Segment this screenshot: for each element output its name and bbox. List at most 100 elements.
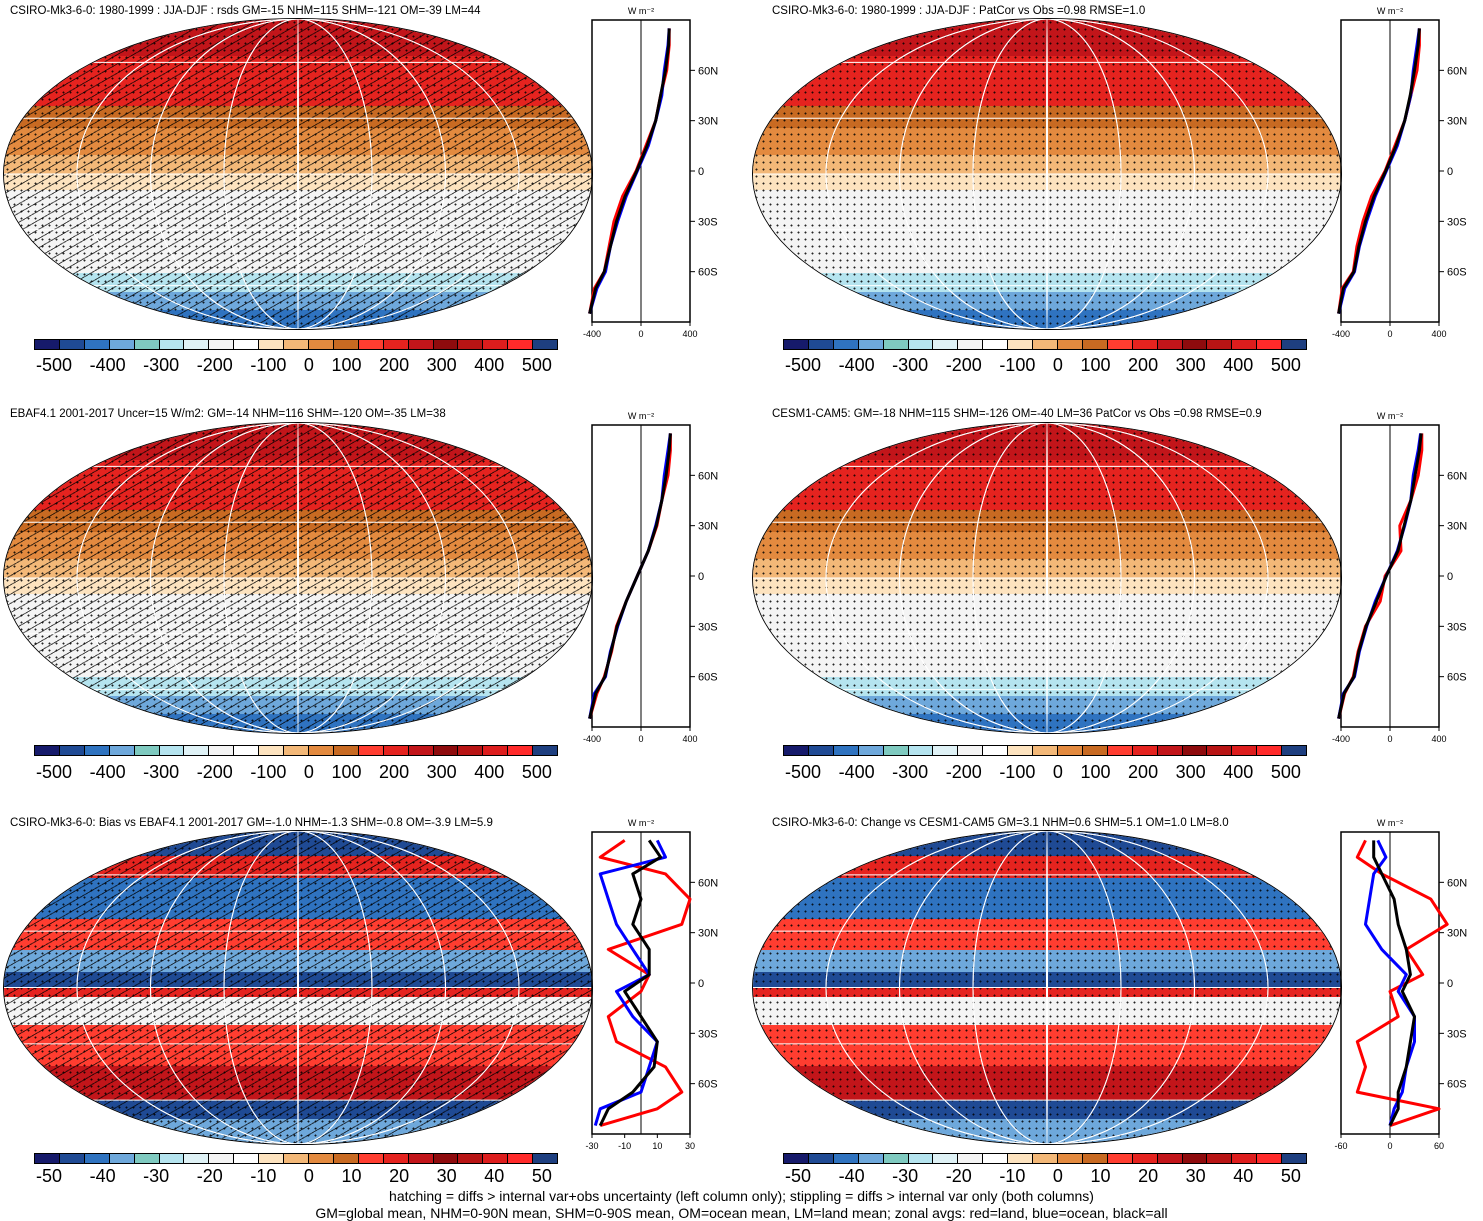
colorbar-tick-label: 300 (1175, 355, 1206, 375)
zonal-series-land (598, 839, 692, 1128)
lat-tick-label: 30S (698, 621, 718, 633)
longitude-gridline (76, 19, 520, 329)
colorbar-swatch (933, 340, 959, 349)
zonal-plot-panel-4: W m⁻² 60N 30N 0 30S 60S -400 0 400 (1327, 405, 1483, 757)
colorbar-tick-label: 10 (1090, 1166, 1111, 1186)
colorbar-swatch (784, 746, 809, 755)
colorbar-tick-label: 20 (1138, 1166, 1159, 1186)
lat-tick-label: 0 (1447, 166, 1453, 178)
lat-tick-label: 0 (698, 166, 704, 178)
zonal-series-all (1337, 28, 1421, 314)
longitude-gridline (223, 831, 373, 1144)
colorbar-swatch (508, 746, 534, 755)
colorbar-swatch (784, 340, 809, 349)
colorbar-swatch (84, 1154, 110, 1163)
colorbar-tick-label: 300 (426, 762, 457, 782)
colorbar-swatch (883, 746, 909, 755)
colorbar-swatch (408, 340, 434, 349)
x-tick-label: -400 (1332, 329, 1350, 339)
colorbar-tick-label: 100 (1080, 355, 1111, 375)
colorbar-swatch (259, 746, 285, 755)
lat-tick-label: 30S (1447, 1028, 1467, 1040)
colorbar-swatch (1207, 1154, 1233, 1163)
colorbar-swatch (1033, 746, 1058, 755)
colorbar-tick-label: 300 (1175, 762, 1206, 782)
colorbar-tick-label: -400 (89, 355, 126, 375)
map-panel-6 (752, 830, 1342, 1145)
colorbar-swatch (35, 746, 60, 755)
colorbar-labels-panel-3: -500 -400 -300 -200 -100 0 100 200 300 400 500 (36, 762, 552, 783)
colorbar-swatch (858, 746, 884, 755)
colorbar-swatch (883, 340, 909, 349)
longitude-gridline (899, 423, 1195, 733)
colorbar-swatch (433, 1154, 459, 1163)
colorbar-swatch (333, 746, 359, 755)
lat-tick-label: 60N (698, 470, 718, 482)
colorbar-swatch (958, 340, 984, 349)
colorbar-swatch (333, 1154, 359, 1163)
colorbar-tick-label: -200 (945, 355, 982, 375)
colorbar-swatch (35, 1154, 60, 1163)
colorbar-tick-label: 400 (1223, 762, 1254, 782)
panel-3-title: EBAF4.1 2001-2017 Uncer=15 W/m2: GM=-14 … (10, 408, 446, 420)
colorbar-swatch (533, 340, 558, 349)
colorbar-swatch (209, 746, 235, 755)
x-tick-label: 400 (682, 329, 697, 339)
lat-tick-label: 60S (698, 1079, 718, 1091)
lat-tick-label: 0 (1447, 571, 1453, 583)
lat-tick-label: 30N (1447, 116, 1467, 128)
colorbar-tick-label: 100 (331, 762, 362, 782)
colorbar-tick-label: 500 (521, 355, 552, 375)
colorbar-swatch (134, 1154, 160, 1163)
colorbar-swatch (383, 1154, 409, 1163)
colorbar-labels-panel-5: -50 -40 -30 -20 -10 0 10 20 30 40 50 (36, 1166, 552, 1187)
colorbar-labels-panel-2: -500 -400 -300 -200 -100 0 100 200 300 400 500 (785, 355, 1301, 376)
colorbar-swatch (259, 340, 285, 349)
colorbar-tick-label: -100 (999, 355, 1036, 375)
lat-tick-label: 60N (1447, 877, 1467, 889)
colorbar-tick-label: 400 (474, 762, 505, 782)
colorbar-tick-label: 500 (1270, 762, 1301, 782)
colorbar-panel-3 (34, 745, 558, 756)
longitude-gridline (1046, 831, 1048, 1144)
zonal-plot-panel-2: W m⁻² 60N 30N 0 30S 60S -400 0 400 (1327, 0, 1483, 352)
colorbar-tick-label: -40 (838, 1166, 865, 1186)
colorbar-swatch (1207, 746, 1233, 755)
map-panel-2 (752, 18, 1342, 330)
zonal-units-label: W m⁻² (1377, 411, 1403, 421)
colorbar-swatch (1132, 746, 1158, 755)
colorbar-swatch (784, 1154, 809, 1163)
colorbar-tick-label: 50 (1280, 1166, 1301, 1186)
x-tick-label: -400 (583, 329, 601, 339)
colorbar-swatch (234, 340, 260, 349)
zonal-series-ocean (588, 28, 671, 315)
colorbar-swatch (209, 340, 235, 349)
colorbar-swatch (1257, 340, 1283, 349)
colorbar-labels-panel-6: -50 -40 -30 -20 -10 0 10 20 30 40 50 (785, 1166, 1301, 1187)
colorbar-tick-label: -400 (89, 762, 126, 782)
colorbar-tick-label: -100 (250, 762, 287, 782)
x-tick-label: -10 (618, 1141, 631, 1151)
lat-tick-label: 60S (698, 672, 718, 684)
colorbar-swatch (1257, 1154, 1283, 1163)
colorbar-swatch (284, 340, 309, 349)
colorbar-swatch (1282, 746, 1307, 755)
x-tick-label: 30 (685, 1141, 695, 1151)
colorbar-panel-6 (783, 1153, 1307, 1164)
colorbar-swatch (1107, 340, 1133, 349)
colorbar-swatch (1157, 746, 1183, 755)
colorbar-swatch (109, 1154, 135, 1163)
x-tick-label: 0 (1387, 1141, 1392, 1151)
colorbar-swatch (883, 1154, 909, 1163)
lat-tick-label: 30S (698, 1028, 718, 1040)
colorbar-tick-label: -500 (36, 762, 73, 782)
colorbar-tick-label: -200 (196, 762, 233, 782)
colorbar-swatch (858, 340, 884, 349)
colorbar-tick-label: -400 (838, 355, 875, 375)
colorbar-tick-label: -200 (196, 355, 233, 375)
colorbar-swatch (308, 746, 334, 755)
lat-tick-label: 0 (698, 978, 704, 990)
colorbar-tick-label: -50 (785, 1166, 812, 1186)
zonal-units-label: W m⁻² (628, 818, 654, 828)
map-panel-3 (3, 422, 593, 734)
